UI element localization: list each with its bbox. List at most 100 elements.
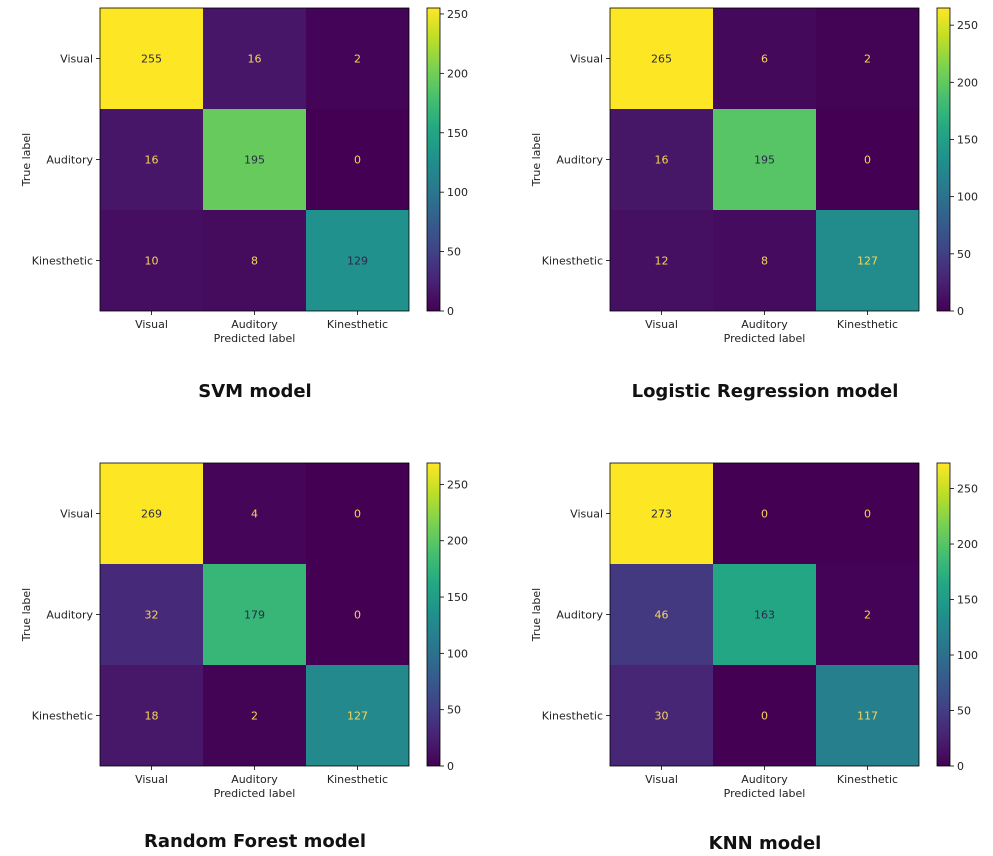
y-tick-label: Auditory <box>46 609 93 622</box>
colorbar <box>426 7 441 312</box>
colorbar-tick-label: 150 <box>447 591 468 604</box>
cell-value-label: 0 <box>864 154 871 167</box>
colorbar-tick-label: 0 <box>957 760 964 773</box>
cell-value-label: 30 <box>655 710 669 723</box>
heatmap-cell <box>306 109 409 210</box>
x-tick-label: Kinesthetic <box>327 318 388 331</box>
model-title-knn: KNN model <box>708 833 822 854</box>
cell-value-label: 2 <box>251 710 258 723</box>
cell-value-label: 127 <box>857 255 878 268</box>
cell-value-label: 8 <box>251 255 258 268</box>
y-axis-label: True label <box>20 133 33 187</box>
cell-value-label: 4 <box>251 508 258 521</box>
y-axis-label: True label <box>20 588 33 642</box>
y-tick-label: Visual <box>60 508 93 521</box>
x-axis-label: Predicted label <box>724 332 806 345</box>
y-tick-label: Kinesthetic <box>32 255 93 268</box>
colorbar-tick-label: 150 <box>957 133 978 146</box>
cell-value-label: 18 <box>145 710 159 723</box>
cell-value-label: 16 <box>248 53 262 66</box>
heatmap-cell <box>816 665 919 766</box>
y-tick-label: Kinesthetic <box>32 710 93 723</box>
x-tick-label: Visual <box>645 318 678 331</box>
heatmap-cell <box>816 564 919 665</box>
confusion-matrix-panel-svm: 255 16 2 16 195 0 10 8 129 Visual Auditory Kinesthe… <box>0 0 470 364</box>
cell-value-label: 195 <box>754 154 775 167</box>
heatmap-cell <box>100 109 203 210</box>
heatmap-cell <box>816 8 919 109</box>
colorbar-tick-label: 200 <box>957 76 978 89</box>
confusion-matrix-panel-random-forest: 269 4 0 32 179 0 18 2 127 Visual Auditory Kinesthet… <box>0 455 470 819</box>
x-tick-label: Auditory <box>231 318 278 331</box>
cell-value-label: 117 <box>857 710 878 723</box>
confusion-matrix-panel-logistic-regression: 265 6 2 16 195 0 12 8 127 Visual Auditory Kinesthet… <box>510 0 980 364</box>
heatmap-cell <box>713 109 816 210</box>
colorbar-tick-label: 50 <box>957 248 971 261</box>
x-tick-label: Auditory <box>741 773 788 786</box>
heatmap-cell <box>610 109 713 210</box>
heatmap-cell <box>306 665 409 766</box>
x-tick-label: Kinesthetic <box>837 773 898 786</box>
heatmap-cell <box>203 665 306 766</box>
heatmap-cell <box>713 665 816 766</box>
model-title-logistic-regression: Logistic Regression model <box>631 381 899 402</box>
y-tick-label: Visual <box>570 53 603 66</box>
heatmap-cell <box>306 463 409 564</box>
cell-value-label: 2 <box>864 609 871 622</box>
heatmap-cell <box>203 109 306 210</box>
cell-value-label: 0 <box>354 154 361 167</box>
heatmap-cell <box>713 463 816 564</box>
cell-value-label: 255 <box>141 53 162 66</box>
x-tick-label: Auditory <box>741 318 788 331</box>
colorbar-tick-label: 150 <box>447 127 468 140</box>
heatmap-cell <box>610 665 713 766</box>
cell-value-label: 16 <box>655 154 669 167</box>
colorbar-tick-label: 200 <box>447 535 468 548</box>
heatmap-cell <box>203 463 306 564</box>
y-tick-label: Kinesthetic <box>542 710 603 723</box>
colorbar-tick-label: 0 <box>957 305 964 318</box>
colorbar-tick-label: 250 <box>957 483 978 496</box>
x-tick-label: Kinesthetic <box>837 318 898 331</box>
cell-value-label: 0 <box>864 508 871 521</box>
colorbar-tick-label: 50 <box>957 705 971 718</box>
heatmap-cell <box>713 564 816 665</box>
colorbar-tick-label: 200 <box>447 67 468 80</box>
cell-value-label: 32 <box>145 609 159 622</box>
x-tick-label: Visual <box>135 773 168 786</box>
x-axis-label: Predicted label <box>724 787 806 800</box>
cell-value-label: 46 <box>655 609 669 622</box>
x-axis-label: Predicted label <box>214 332 296 345</box>
heatmap-cell <box>713 8 816 109</box>
heatmap-cell <box>203 564 306 665</box>
heatmap-cell <box>306 8 409 109</box>
heatmap-cell <box>100 665 203 766</box>
colorbar-tick-label: 50 <box>447 704 461 717</box>
cell-value-label: 6 <box>761 53 768 66</box>
colorbar-tick-label: 100 <box>957 191 978 204</box>
model-title-random-forest: Random Forest model <box>143 831 367 852</box>
cell-value-label: 10 <box>145 255 159 268</box>
cell-value-label: 179 <box>244 609 265 622</box>
colorbar-tick-label: 250 <box>447 8 468 21</box>
cell-value-label: 129 <box>347 255 368 268</box>
y-axis-label: True label <box>530 133 543 187</box>
y-tick-label: Auditory <box>556 154 603 167</box>
colorbar-tick-label: 0 <box>447 760 454 773</box>
confusion-matrix-knn: 273 0 0 46 163 2 30 0 117 Visual Auditory Kinesthet… <box>530 462 978 800</box>
heatmap-cell <box>203 8 306 109</box>
heatmap-cell <box>306 564 409 665</box>
y-tick-label: Kinesthetic <box>542 255 603 268</box>
colorbar <box>936 7 951 312</box>
y-tick-label: Visual <box>60 53 93 66</box>
cell-value-label: 0 <box>761 508 768 521</box>
cell-value-label: 2 <box>354 53 361 66</box>
x-tick-label: Visual <box>645 773 678 786</box>
colorbar <box>426 462 441 767</box>
cell-value-label: 127 <box>347 710 368 723</box>
heatmap-cell <box>306 210 409 311</box>
cell-value-label: 8 <box>761 255 768 268</box>
cell-value-label: 0 <box>354 508 361 521</box>
x-tick-label: Auditory <box>231 773 278 786</box>
cell-value-label: 0 <box>354 609 361 622</box>
